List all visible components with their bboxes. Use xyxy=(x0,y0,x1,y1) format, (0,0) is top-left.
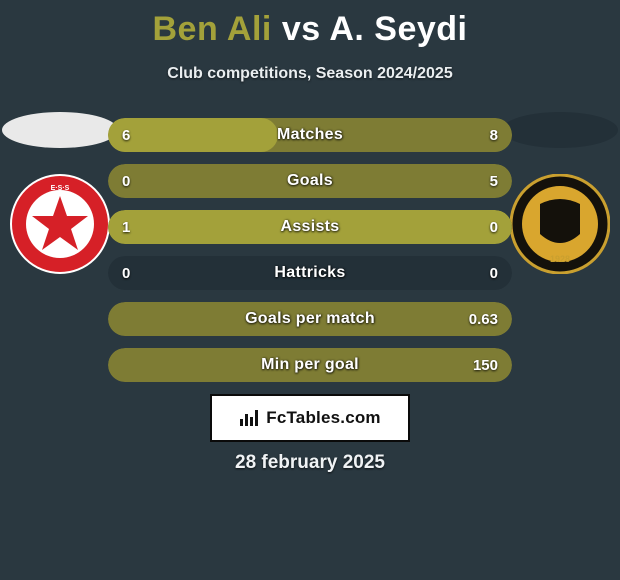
right-club-crest: 1928 xyxy=(510,174,610,274)
stat-row-goals: Goals05 xyxy=(108,164,512,198)
ess-crest-icon: E·S·S xyxy=(10,174,110,274)
bar-track xyxy=(108,256,512,290)
cab-crest-icon: 1928 xyxy=(510,174,610,274)
bar-right-fill xyxy=(278,118,512,152)
player-right-name: A. Seydi xyxy=(329,10,467,48)
stat-row-matches: Matches68 xyxy=(108,118,512,152)
left-flag-oval xyxy=(2,112,118,148)
comparison-title: Ben Ali vs A. Seydi xyxy=(0,0,620,49)
bar-left-fill xyxy=(108,118,278,152)
bar-left-fill xyxy=(108,210,512,244)
bar-track xyxy=(108,302,512,336)
left-club-crest: E·S·S xyxy=(10,174,110,274)
fctables-label: FcTables.com xyxy=(266,408,381,428)
bars-chart-icon xyxy=(239,409,259,427)
vs-label: vs xyxy=(282,10,321,48)
svg-text:E·S·S: E·S·S xyxy=(51,185,70,192)
stat-row-hattricks: Hattricks00 xyxy=(108,256,512,290)
right-flag-oval xyxy=(502,112,618,148)
stat-row-min-per-goal: Min per goal150 xyxy=(108,348,512,382)
subtitle: Club competitions, Season 2024/2025 xyxy=(0,65,620,83)
player-left-name: Ben Ali xyxy=(152,10,271,48)
bar-track xyxy=(108,164,512,198)
date-label: 28 february 2025 xyxy=(0,452,620,474)
left-player-panel: E·S·S xyxy=(0,100,120,274)
right-player-panel: 1928 xyxy=(500,100,620,274)
stat-bars: Matches68 Goals05 Assists10 Hattricks00 Goal… xyxy=(108,118,512,394)
svg-text:1928: 1928 xyxy=(550,254,570,264)
bar-track xyxy=(108,348,512,382)
stat-row-goals-per-match: Goals per match0.63 xyxy=(108,302,512,336)
fctables-logo: FcTables.com xyxy=(210,394,410,442)
stat-row-assists: Assists10 xyxy=(108,210,512,244)
